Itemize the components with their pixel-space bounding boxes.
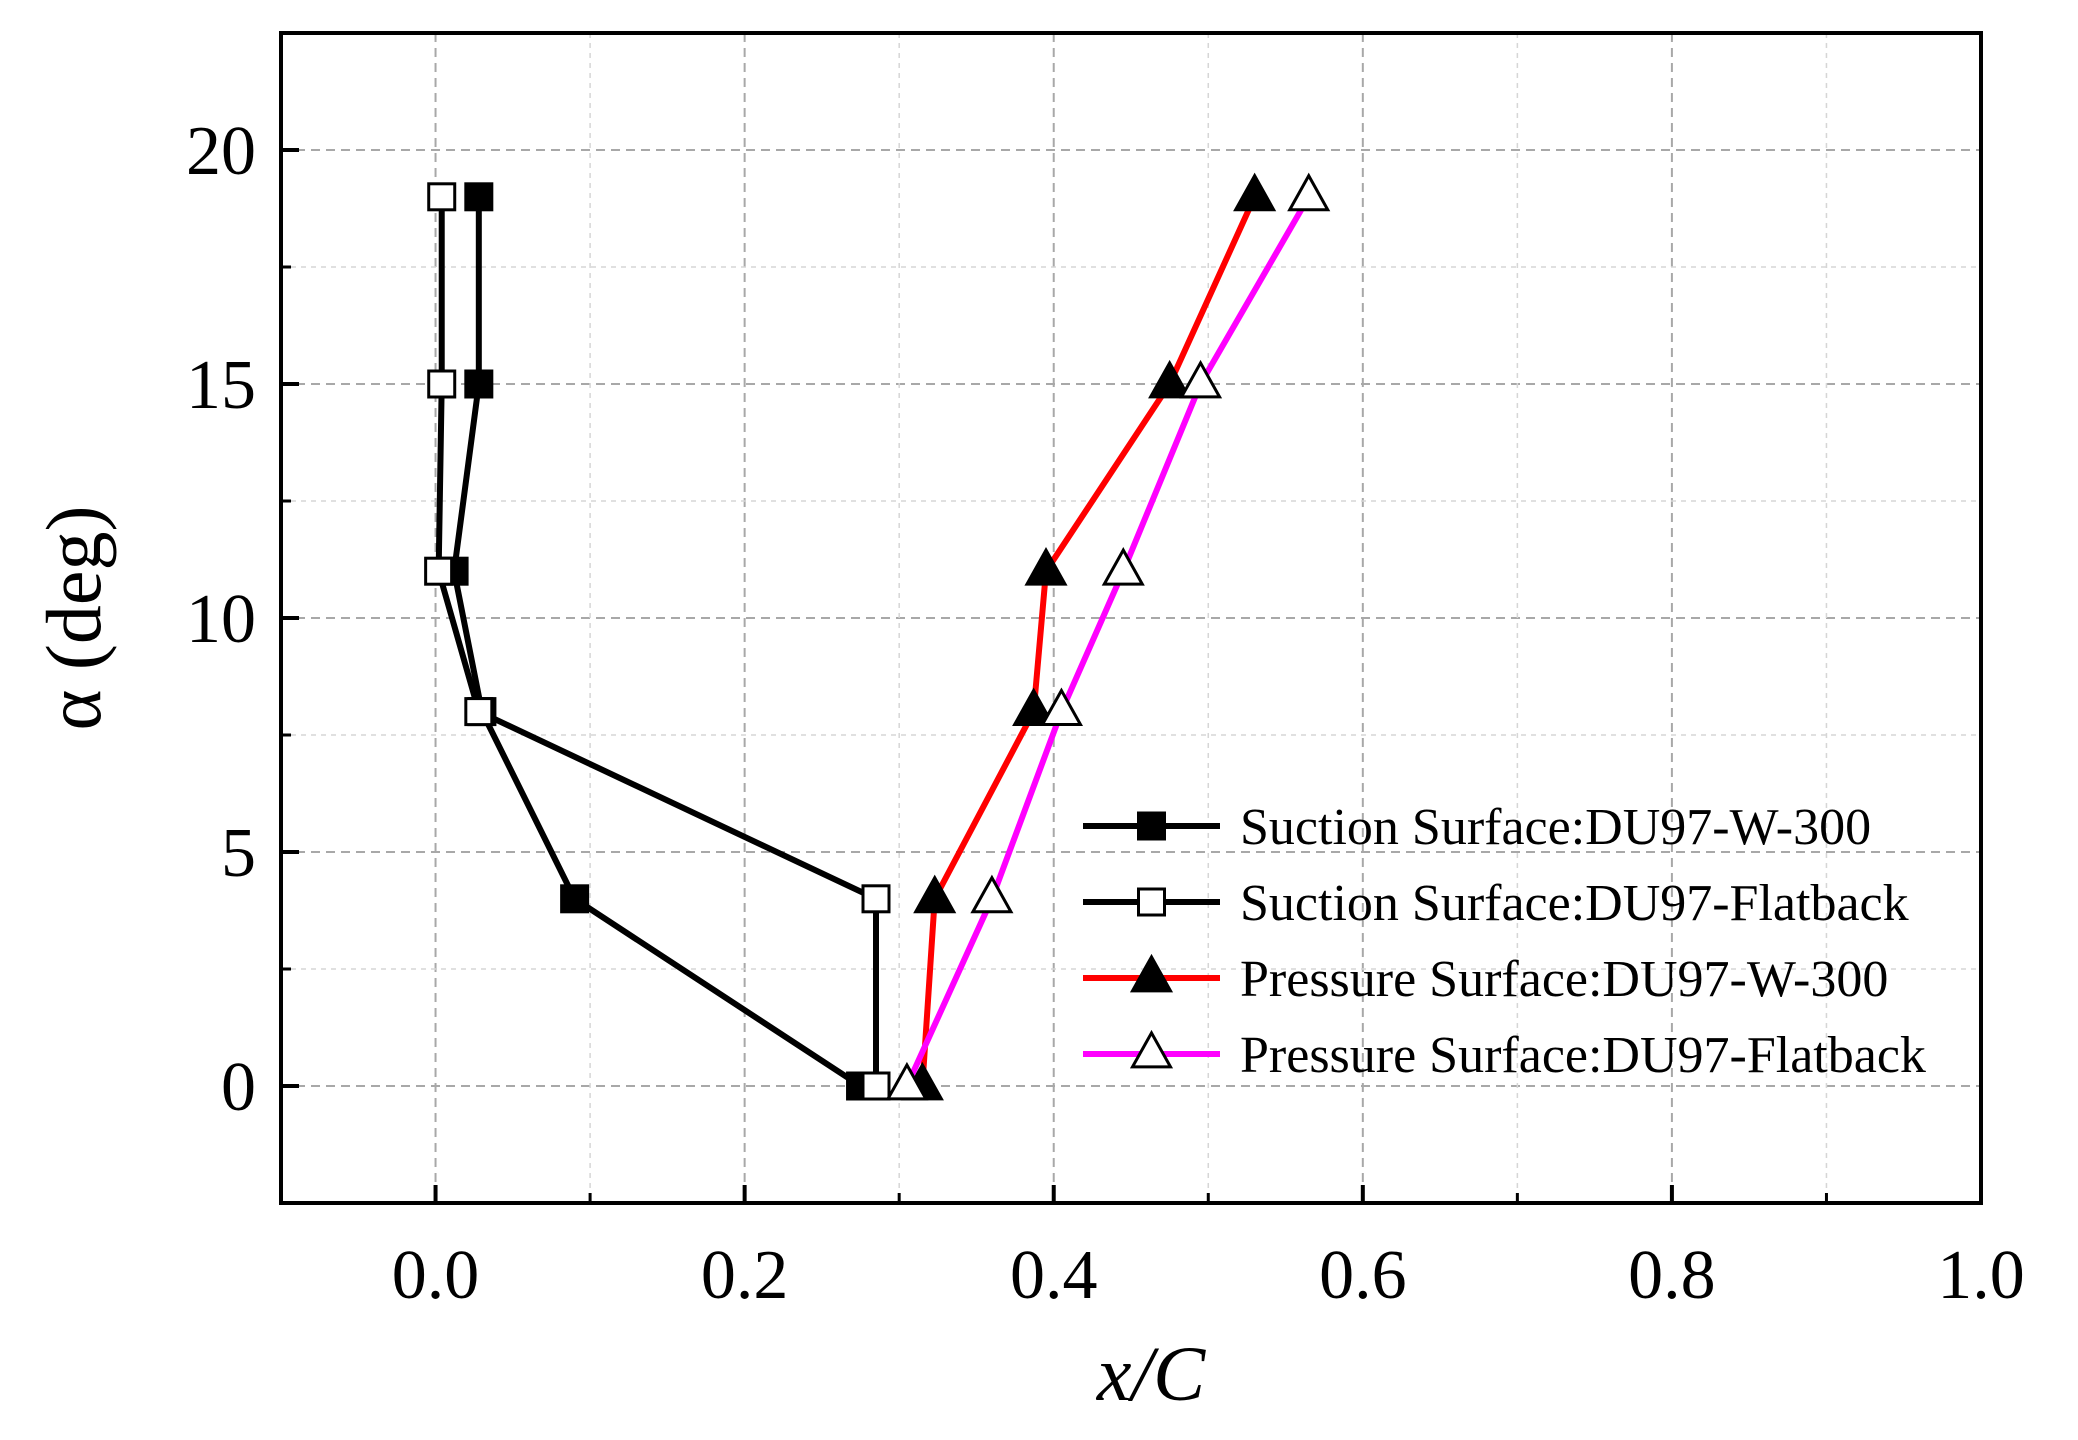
legend-item: Suction Surface:DU97-W-300 (1083, 799, 1871, 856)
legend-label: Pressure Surface:DU97-Flatback (1240, 1027, 1926, 1084)
x-tick-label: 0.4 (1010, 1237, 1098, 1314)
data-point (464, 182, 494, 212)
data-point (1101, 547, 1145, 586)
legend-marker (1137, 811, 1166, 841)
data-point (861, 884, 891, 914)
series-line (451, 196, 863, 1089)
series-line (904, 195, 1312, 1088)
legend-label: Pressure Surface:DU97-W-300 (1240, 951, 1888, 1008)
legend: Suction Surface:DU97-W-300 Suction Surfac… (1083, 799, 1926, 1084)
legend-item: Pressure Surface:DU97-Flatback (1083, 1027, 1926, 1084)
data-point (913, 874, 957, 914)
data-point (885, 1061, 929, 1101)
series-line (919, 195, 1258, 1087)
legend-marker (1129, 1029, 1174, 1069)
data-point (560, 884, 590, 914)
data-point (1012, 687, 1056, 727)
x-tick-label: 0.6 (1319, 1237, 1407, 1314)
y-tick-label: 10 (186, 581, 256, 658)
data-point (1148, 359, 1192, 399)
data-point (1233, 172, 1277, 212)
x-tick-label: 0.0 (392, 1237, 480, 1314)
legend-marker (1129, 953, 1174, 993)
y-tick-label: 20 (186, 113, 256, 190)
axis-ticks (281, 148, 1983, 1203)
y-tick-label: 15 (186, 347, 256, 424)
x-tick-label: 1.0 (1937, 1237, 2025, 1314)
y-axis-title: α (deg) (30, 506, 117, 731)
data-point (970, 874, 1014, 914)
y-tick-label: 0 (221, 1049, 256, 1126)
tick-labels: 0.0 0.2 0.4 0.6 0.8 1.0 0 5 10 15 20 (186, 113, 2025, 1314)
series-4 (885, 172, 1331, 1101)
legend-label: Suction Surface:DU97-W-300 (1240, 799, 1871, 856)
data-point (1024, 547, 1068, 586)
data-point (427, 182, 457, 212)
data-point (1178, 359, 1223, 399)
data-point (424, 556, 454, 586)
y-tick-label: 5 (221, 815, 256, 892)
legend-label: Suction Surface:DU97-Flatback (1240, 875, 1909, 932)
legend-item: Suction Surface:DU97-Flatback (1083, 875, 1909, 932)
series-3 (900, 172, 1277, 1101)
series-layer (424, 172, 1331, 1101)
data-point (1287, 172, 1331, 212)
series-1 (439, 182, 876, 1101)
legend-marker (1137, 887, 1166, 917)
x-tick-label: 0.8 (1628, 1237, 1716, 1314)
data-point (861, 1071, 891, 1101)
x-axis-title: x/C (1096, 1330, 1206, 1417)
x-tick-label: 0.2 (701, 1237, 789, 1314)
series-line (435, 196, 879, 1086)
series-2 (424, 182, 891, 1101)
data-point (1039, 687, 1084, 727)
legend-item: Pressure Surface:DU97-W-300 (1083, 951, 1888, 1008)
data-point (464, 369, 494, 399)
data-point (464, 697, 494, 727)
data-point (427, 369, 457, 399)
